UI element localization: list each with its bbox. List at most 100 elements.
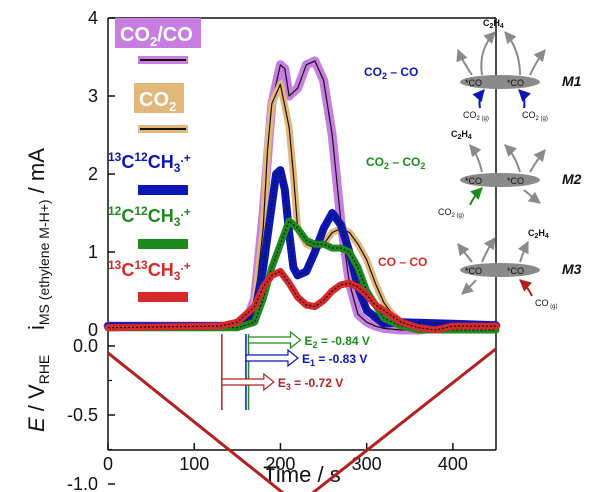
m1-arrow-feed-left [472,89,485,109]
series-line [108,220,496,331]
m1-surface [460,75,540,89]
legend-13c13c-sup2: 13 [134,258,148,272]
bottom-y-tick-label: -0.5 [67,405,98,425]
top-y-ticks: 0 1 2 3 4 [88,8,115,340]
legend-13c12c-swatch [138,185,188,195]
potential-layer [107,347,497,492]
series-layer [103,56,501,335]
legend-co2-co-sub: 2 [150,34,157,49]
m2-site-right: *CO [507,176,524,186]
legend-co2-main: CO [139,89,169,111]
m1-feed-right-sub: 2 (g) [536,116,548,122]
bottom-y-axis-title-main: E [24,417,49,432]
legend-12c12c-sub3: 3 [174,215,181,229]
x-tick-label: 400 [438,454,468,474]
pair-label-co2-co-tail: – CO [387,65,418,79]
bottom-y-axis-title-sub: RHE [36,355,52,385]
legend-co2-label: CO2 [139,89,176,114]
legend-12c12c-c2: CH [148,206,174,226]
m3-arrow-feed-right [519,279,533,297]
m3-product: C2H4 [528,228,549,240]
legend-13c12c-sub3: 3 [174,161,181,175]
x-tick-label: 200 [265,454,295,474]
m2-product: C2H4 [451,129,472,141]
legend-13c12c-sup2: 12 [134,150,148,164]
series-band [104,166,500,331]
legend-13c12c-sup1: 13 [108,150,122,164]
m2-arrow-out-bottom [523,189,541,204]
m1-product-sub2: 4 [500,23,504,30]
m2-product-tail: H [461,129,468,139]
legend-co2-co-main: CO [120,24,150,46]
bottom-y-axis-title-mid: / V [24,384,49,417]
m3-arrow-out-left [457,243,473,263]
m1-product-tail: H [493,18,500,28]
pair-label-co2-co2-b-sub: 2 [420,161,425,171]
bottom-y-tick-label: 0.0 [73,336,98,356]
legend-12c12c-sup2: 12 [134,204,148,218]
top-y-tick-label: 4 [88,8,98,28]
x-axis-title: Time / s [263,462,340,487]
legend-co2-box [134,83,184,113]
m2-surface [460,173,540,187]
m1-arrow-out-left [456,48,473,76]
legend-co2-co-box [115,18,201,48]
m2-arrow-product-left [469,144,483,173]
top-y-axis-title-sub: MS (ethylene M-H+) [36,199,52,325]
m3-feed-right-sub: (g) [549,304,558,310]
m1-product: C2H4 [483,18,504,30]
pair-label-co2-co2-mid: – CO [389,155,420,169]
m2-feed-left-sub: 2 (g) [452,213,464,219]
legend-13c12c-c2: CH [148,152,174,172]
onset-arrow [245,348,299,368]
m3-site-left: *CO [465,266,482,276]
m1-product-sub: 2 [490,23,494,30]
pair-label-co2-co2-a: CO [366,155,384,169]
m1-feed-left: CO2 (g) [463,110,489,122]
top-y-tick-label: 3 [88,86,98,106]
x-tick-label: 300 [352,454,382,474]
m1-site-right: *CO [507,78,524,88]
legend-12c12c-supdot: .+ [180,205,190,219]
legend-13c13c-sup1: 13 [108,258,122,272]
legend-12c12c-sup1: 12 [108,204,122,218]
m1-arrow-feed-right [518,89,531,109]
m2-arrow-product-right [504,144,521,173]
pair-label-co-co: CO – CO [378,255,427,269]
series-line [107,270,496,331]
m3-arrow-out-bottom [461,279,477,295]
legend-13c12c-c1: C [121,152,134,172]
pair-label-co2-co2-a-sub: 2 [384,161,389,171]
top-y-tick-label: 1 [88,242,98,262]
bottom-y-ticks: 0.0 -0.5 -1.0 [67,336,115,492]
m1-feed-right: CO2 (g) [522,110,548,122]
top-y-axis-title-unit: / mA [24,148,49,200]
legend-13c13c-label: 13C13CH3.+ [108,258,191,283]
legend-12c12c: 12C12CH3.+ [108,204,191,249]
m2-product-sub2: 4 [468,134,472,141]
m3-feed-right: CO (g) [535,298,558,310]
legend-co2-sub: 2 [169,99,176,114]
legend-12c12c-label: 12C12CH3.+ [108,204,191,229]
legend-13c13c-supdot: .+ [180,259,190,273]
onset-layer: E2 = -0.84 V E1 = -0.83 V E3 = -0.72 V [221,330,370,410]
m3-arrow-product-left [481,237,496,263]
pair-label-co2-co-a-sub: 2 [382,71,387,81]
legend-co2-co: CO2/CO [115,18,201,64]
m1-arrow-right-product [504,31,521,76]
legend-13c13c: 13C13CH3.+ [108,258,191,302]
m2-feed-left: CO2 (g) [438,207,464,219]
m2-arrow-feed-left [469,187,483,206]
x-tick-label: 100 [179,454,209,474]
bottom-y-tick-label: -1.0 [67,474,98,492]
x-ticks: 0 100 200 300 400 [103,443,468,474]
legend-13c13c-sub3: 3 [174,269,181,283]
mechanism-m2: C2H4 *CO *CO CO2 (g) M2 [438,129,582,219]
legend-13c13c-c1: C [121,260,134,280]
top-y-axis-title-main: i [24,325,49,330]
onset-label: E3 = -0.72 V [278,376,343,392]
legend-13c12c-label: 13C12CH3.+ [108,150,191,175]
pair-label-co2-co-a: CO [364,65,382,79]
onset-arrow [221,372,275,392]
